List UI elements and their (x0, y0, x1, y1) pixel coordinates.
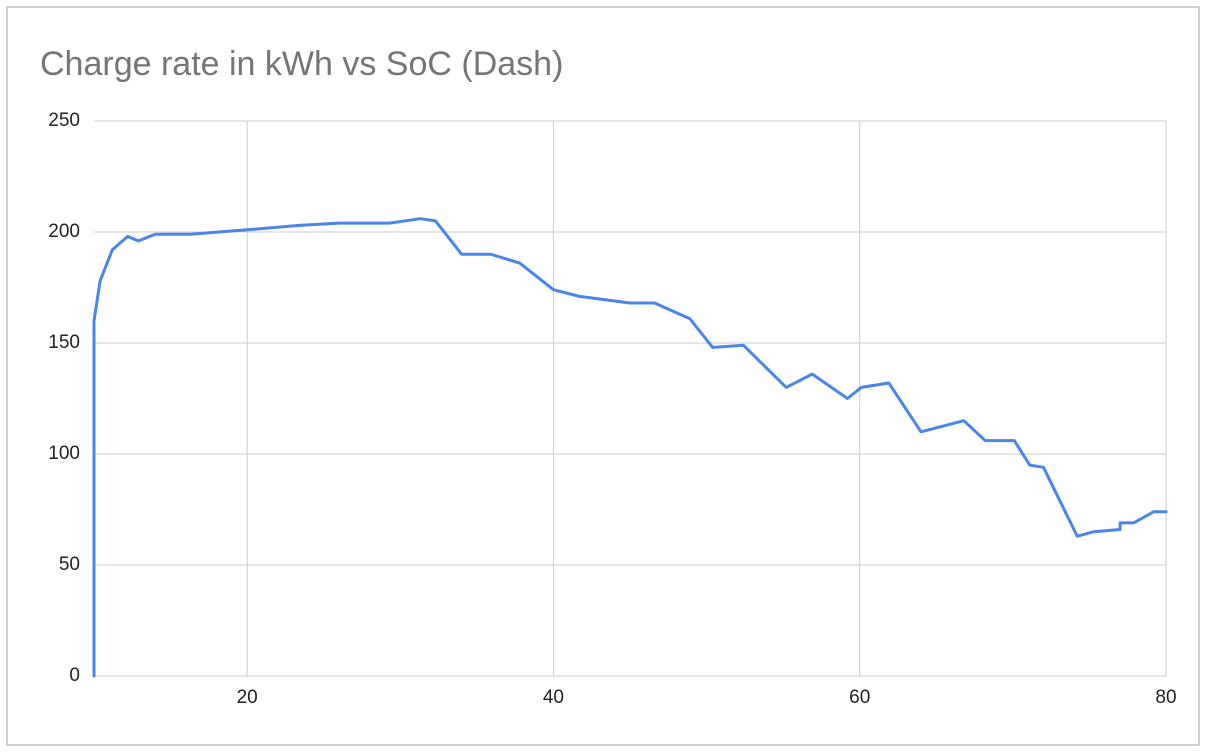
y-tick-label: 200 (48, 221, 80, 242)
y-tick-label: 50 (59, 554, 80, 575)
x-tick-label: 60 (849, 687, 870, 708)
x-tick-label: 80 (1155, 687, 1176, 708)
x-tick-label: 20 (237, 687, 258, 708)
data-line (92, 217, 1168, 678)
x-tick-label: 40 (543, 687, 564, 708)
y-tick-label: 150 (48, 332, 80, 353)
y-tick-label: 250 (48, 110, 80, 131)
chart-title: Charge rate in kWh vs SoC (Dash) (40, 45, 563, 83)
y-tick-label: 0 (69, 665, 80, 686)
chart-frame (6, 6, 1200, 746)
y-tick-label: 100 (48, 443, 80, 464)
